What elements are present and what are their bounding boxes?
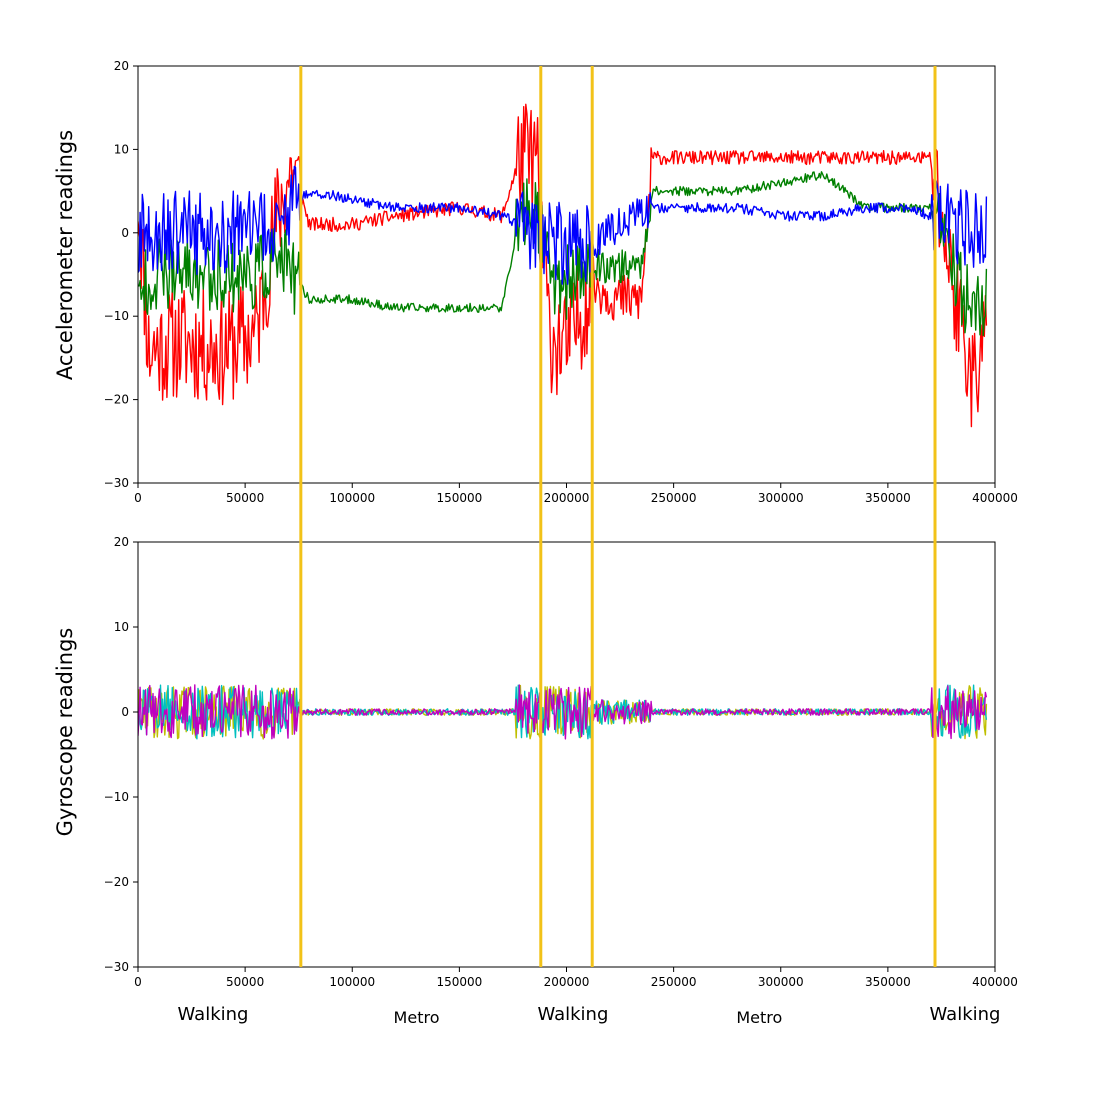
- gyroscope-x-tick-label: 350000: [865, 975, 911, 989]
- gyroscope-y-axis-label: Gyroscope readings: [53, 628, 77, 837]
- accelerometer-x-tick-label: 400000: [972, 491, 1018, 505]
- accelerometer-x-tick-label: 150000: [436, 491, 482, 505]
- activity-label-walking: Walking: [930, 1004, 1001, 1025]
- activity-label-walking: Walking: [537, 1004, 608, 1025]
- accelerometer-series-group: [138, 103, 988, 428]
- gyroscope-x-tick-label: 200000: [544, 975, 590, 989]
- gyroscope-x-tick-label: 400000: [972, 975, 1018, 989]
- accelerometer-x-tick-label: 0: [134, 491, 142, 505]
- gyroscope-x-tick-label: 250000: [651, 975, 697, 989]
- accelerometer-series-line: [138, 103, 988, 428]
- accelerometer-y-axis-label: Accelerometer readings: [53, 130, 77, 380]
- accelerometer-y-tick-label: 10: [114, 142, 129, 156]
- activity-labels: Walking Metro Walking Metro Walking: [178, 1004, 1001, 1027]
- gyroscope-series-line: [138, 684, 988, 740]
- gyroscope-x-tick-label: 300000: [758, 975, 804, 989]
- gyroscope-y-tick-label: 20: [114, 535, 129, 549]
- gyroscope-series-line: [138, 684, 988, 740]
- gyroscope-x-tick-label: 0: [134, 975, 142, 989]
- accelerometer-x-tick-label: 100000: [329, 491, 375, 505]
- accelerometer-panel: Accelerometer readings 0 50000 100000 15000…: [53, 59, 1018, 505]
- gyroscope-y-tick-label: −10: [104, 790, 129, 804]
- activity-label-walking: Walking: [178, 1004, 249, 1025]
- gyroscope-x-tick-label: 100000: [329, 975, 375, 989]
- activity-label-metro: Metro: [736, 1008, 782, 1027]
- gyroscope-x-tick-label: 50000: [226, 975, 264, 989]
- gyroscope-panel: Gyroscope readings 0 50000 100000 150000 200…: [53, 535, 1018, 989]
- accelerometer-y-tick-label: −30: [104, 476, 129, 490]
- accelerometer-y-tick-label: −20: [104, 393, 129, 407]
- segment-boundaries: [299, 66, 937, 967]
- accelerometer-x-tick-label: 300000: [758, 491, 804, 505]
- gyroscope-series-group: [138, 684, 988, 740]
- gyroscope-y-tick-label: −20: [104, 875, 129, 889]
- gyroscope-y-tick-label: −30: [104, 960, 129, 974]
- accelerometer-series-line: [138, 171, 988, 337]
- accelerometer-x-tick-label: 50000: [226, 491, 264, 505]
- gyroscope-y-tick-label: 0: [121, 705, 129, 719]
- accelerometer-x-tick-label: 350000: [865, 491, 911, 505]
- accelerometer-y-tick-label: 20: [114, 59, 129, 73]
- gyroscope-y-tick-label: 10: [114, 620, 129, 634]
- gyroscope-plot-frame: [137, 541, 996, 968]
- gyroscope-x-tick-label: 150000: [436, 975, 482, 989]
- accelerometer-series-line: [138, 165, 988, 285]
- accelerometer-y-tick-label: −10: [104, 309, 129, 323]
- accelerometer-x-tick-label: 250000: [651, 491, 697, 505]
- activity-label-metro: Metro: [394, 1008, 440, 1027]
- accelerometer-x-tick-label: 200000: [544, 491, 590, 505]
- accelerometer-y-tick-label: 0: [121, 226, 129, 240]
